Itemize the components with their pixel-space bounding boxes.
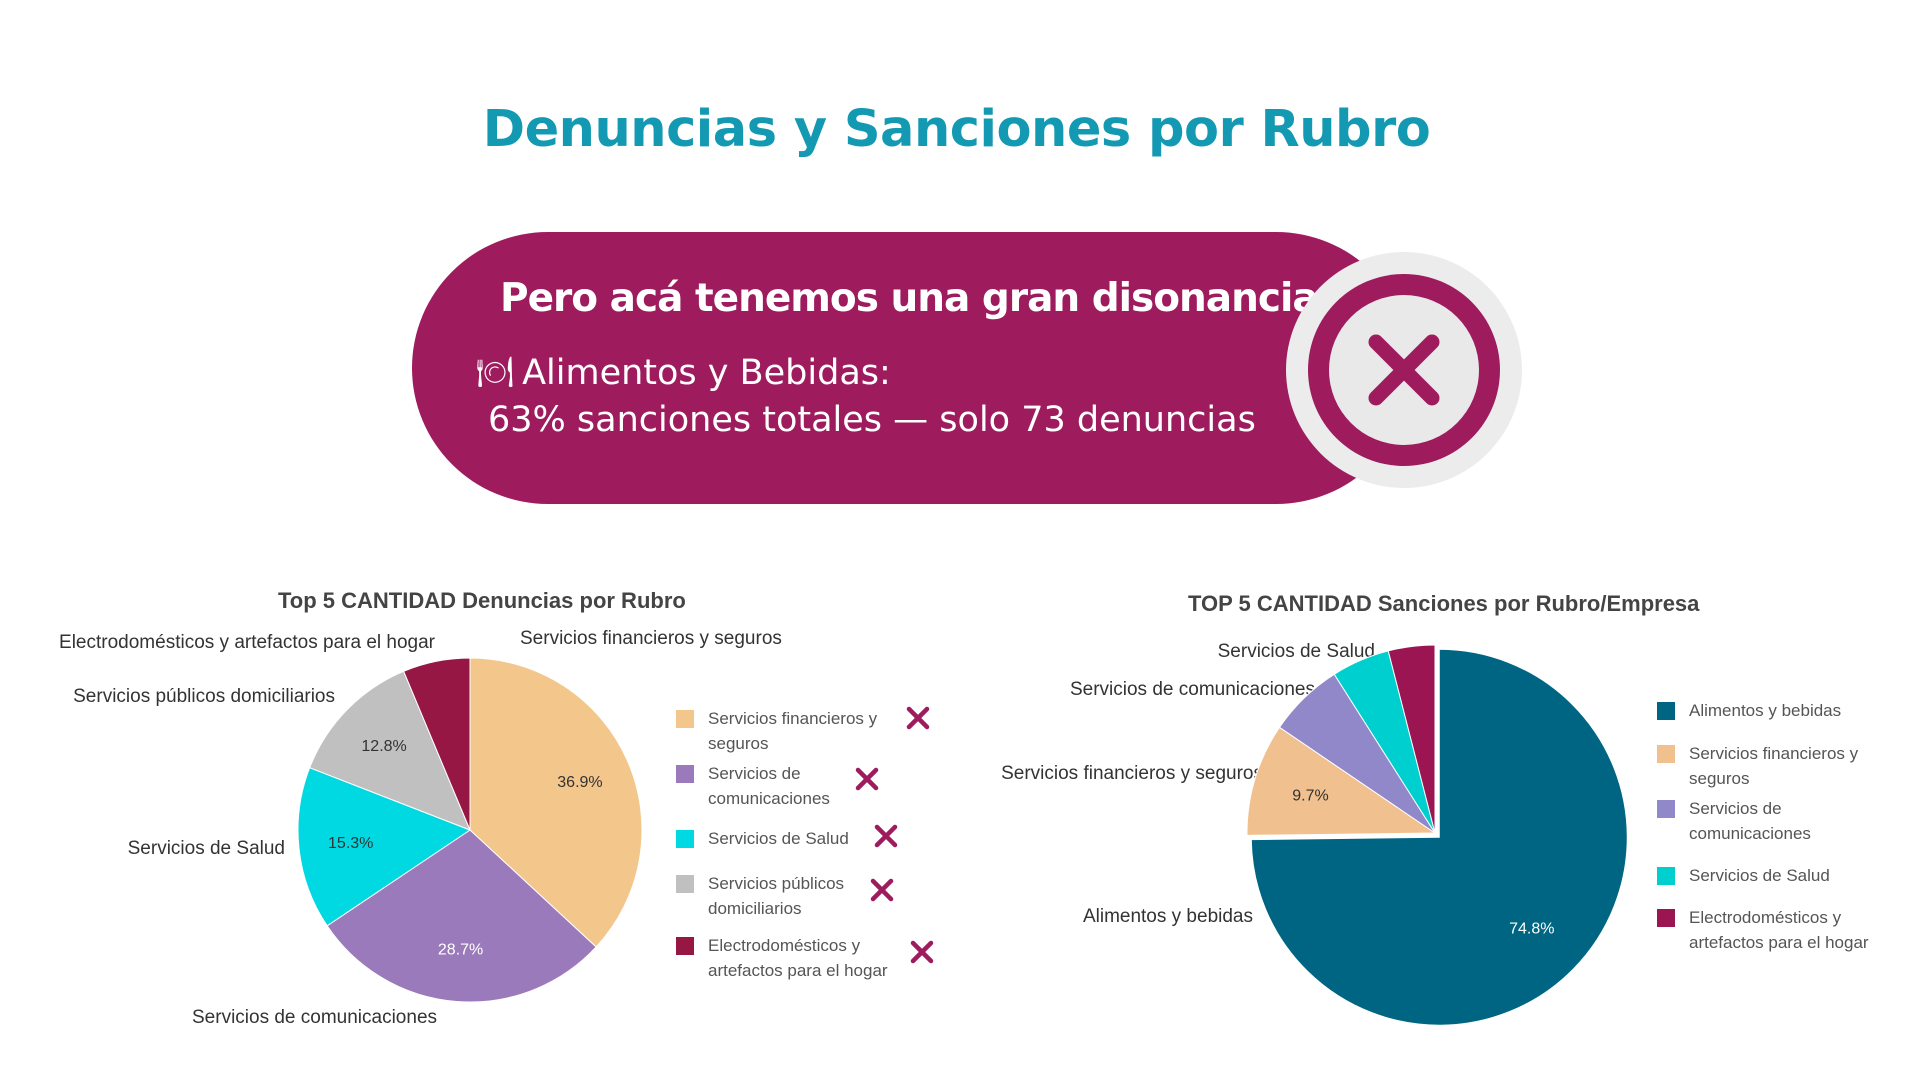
pie-slice-electrodomesticos-y-artefactos-para-el-hogar: [1387, 644, 1436, 834]
slice-value-label: 15.3%: [328, 835, 373, 852]
page-title: Denuncias y Sanciones por Rubro: [482, 100, 1431, 159]
close-icon: [1286, 252, 1522, 488]
banner-category-line: 🍽 Alimentos y Bebidas:: [476, 353, 891, 393]
pie-slice-alimentos-y-bebidas: [1250, 648, 1628, 1026]
slice-value-label: 74.8%: [1509, 921, 1554, 938]
callout-alimentos: Alimentos y bebidas: [1082, 906, 1253, 927]
legend-item: Electrodomésticos y artefactos para el h…: [676, 933, 908, 983]
pie-chart-denuncias: 36.9% 28.7% 15.3% 12.8%: [297, 657, 643, 1003]
pie-slice-servicios-de-salud: [297, 767, 472, 927]
callout-publicos: Servicios públicos domiciliarios: [73, 686, 335, 707]
legend-swatch: [676, 765, 694, 783]
pie-slice-servicios-publicos-domiciliarios: [309, 670, 471, 831]
dissonance-banner: [412, 232, 1412, 504]
legend-item: Servicios de Salud: [676, 826, 908, 851]
legend-swatch: [676, 710, 694, 728]
legend-label: Servicios de comunicaciones: [708, 764, 830, 808]
slice-value-label: 36.9%: [557, 774, 602, 791]
pie-slice-servicios-financieros-y-seguros: [1246, 726, 1437, 836]
chart-title-sanciones: TOP 5 CANTIDAD Sanciones por Rubro/Empre…: [1188, 591, 1700, 616]
slice-value-label: 12.8%: [361, 738, 406, 755]
legend-item: Servicios de comunicaciones: [676, 761, 908, 811]
legend-label: Electrodomésticos y artefactos para el h…: [708, 936, 888, 980]
banner-category-text: Alimentos y Bebidas:: [522, 353, 891, 393]
legend-swatch: [1657, 702, 1675, 720]
fork-knife-plate-icon: 🍽: [476, 355, 515, 390]
slice-value-label: 9.7%: [1292, 788, 1328, 805]
pie-slice-servicios-de-comunicaciones: [326, 829, 597, 1003]
legend-label: Alimentos y bebidas: [1689, 701, 1842, 720]
callout-salud-sanciones: Servicios de Salud: [1217, 641, 1375, 662]
legend-label: Servicios públicos domiciliarios: [708, 874, 845, 918]
legend-label: Servicios financieros y seguros: [708, 709, 878, 753]
chart-title-denuncias: Top 5 CANTIDAD Denuncias por Rubro: [278, 588, 686, 613]
callout-comunicaciones: Servicios de comunicaciones: [192, 1007, 438, 1028]
legend-label: Servicios de comunicaciones: [1689, 799, 1811, 843]
slice-value-label: 28.7%: [438, 942, 483, 959]
legend-item: Electrodomésticos y artefactos para el h…: [1657, 905, 1899, 955]
legend-swatch: [1657, 867, 1675, 885]
legend-item: Servicios financieros y seguros: [676, 706, 908, 756]
callout-electrodomesticos: Electrodomésticos y artefactos para el h…: [59, 632, 435, 653]
x-mark-icon: [855, 767, 879, 791]
legend-label: Servicios de Salud: [1689, 866, 1830, 885]
callout-comunicaciones-sanciones: Servicios de comunicaciones: [1069, 679, 1315, 700]
callout-salud: Servicios de Salud: [127, 838, 285, 859]
x-mark-icon: [906, 706, 930, 730]
legend-item: Servicios de comunicaciones: [1657, 796, 1899, 846]
legend-label: Servicios de Salud: [708, 829, 849, 848]
legend-swatch: [1657, 745, 1675, 763]
pie-slice-servicios-financieros-y-seguros: [469, 657, 643, 948]
legend-swatch: [1657, 909, 1675, 927]
legend-item: Servicios financieros y seguros: [1657, 741, 1899, 791]
legend-swatch: [676, 830, 694, 848]
legend-label: Electrodomésticos y artefactos para el h…: [1689, 908, 1869, 952]
legend-item: Servicios públicos domiciliarios: [676, 871, 908, 921]
banner-heading: Pero acá tenemos una gran disonancia: [500, 276, 1319, 321]
legend-swatch: [676, 875, 694, 893]
legend-item: Alimentos y bebidas: [1657, 698, 1899, 723]
x-mark-icon: [910, 940, 934, 964]
banner-stat-line: 63% sanciones totales — solo 73 denuncia…: [488, 400, 1256, 440]
callout-financieros-sanciones: Servicios financieros y seguros: [1001, 763, 1263, 784]
legend-swatch: [1657, 800, 1675, 818]
x-mark-icon: [870, 878, 894, 902]
pie-slice-electrodomesticos-y-artefactos-para-el-hogar: [403, 657, 471, 831]
legend-label: Servicios financieros y seguros: [1689, 744, 1859, 788]
legend-swatch: [676, 937, 694, 955]
legend-item: Servicios de Salud: [1657, 863, 1899, 888]
callout-financieros: Servicios financieros y seguros: [520, 628, 782, 649]
pie-chart-sanciones: 74.8% 9.7%: [1246, 644, 1628, 1026]
x-mark-icon: [874, 824, 898, 848]
